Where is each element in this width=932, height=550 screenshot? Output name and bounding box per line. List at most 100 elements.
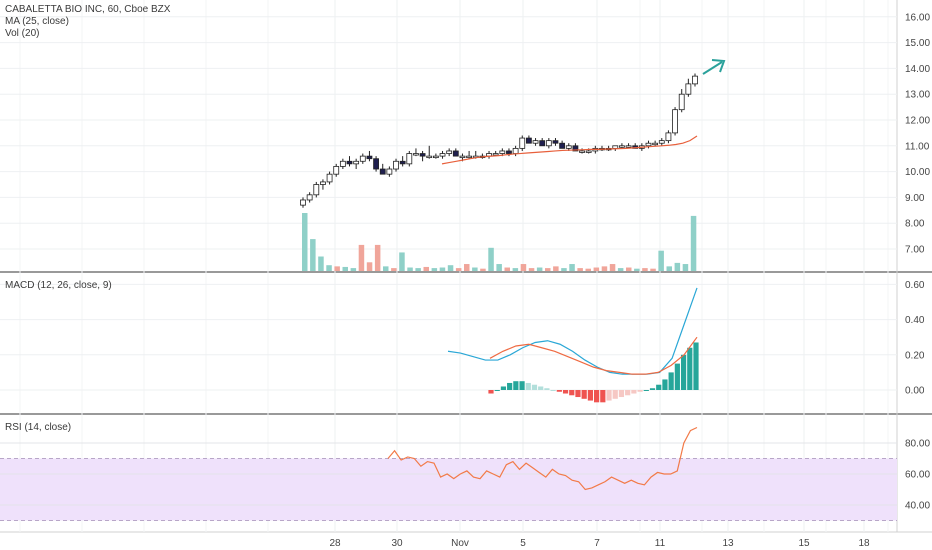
candle [379, 168, 386, 175]
macd-histogram-bar [507, 382, 513, 390]
candle [346, 160, 353, 165]
volume-bar [407, 267, 413, 271]
candle [665, 132, 672, 142]
price-tick-label: 11.00 [905, 141, 930, 152]
candle [579, 150, 585, 153]
volume-bar [326, 265, 332, 271]
candle [506, 150, 512, 154]
candle [519, 137, 526, 149]
candle [652, 142, 659, 146]
candle [313, 184, 320, 196]
macd-histogram-bar [575, 390, 581, 398]
time-tick-label: 5 [520, 538, 526, 549]
macd-histogram-bar [649, 388, 656, 390]
time-tick-label: Nov [451, 538, 469, 549]
candle [585, 150, 592, 153]
volume-bar [682, 264, 689, 271]
candle [306, 194, 313, 201]
trend-arrow-head [711, 59, 726, 73]
price-tick-label: 7.00 [905, 245, 925, 256]
macd-histogram-bar [693, 342, 699, 390]
candle [419, 153, 426, 157]
volume-bar [617, 268, 624, 271]
volume-bar [593, 267, 600, 271]
volume-bar [302, 213, 308, 271]
candle [413, 153, 419, 156]
volume-bar [423, 266, 429, 271]
rsi-band [0, 458, 897, 521]
macd-histogram-bar [550, 390, 556, 391]
vol-label[interactable]: Vol (20) [5, 28, 40, 39]
volume-bar [383, 266, 389, 271]
volume-bar [626, 267, 632, 271]
macd-tick-label: 0.00 [905, 386, 925, 397]
volume-bar [480, 268, 486, 271]
macd-histogram-bar [668, 372, 674, 390]
volume-bar [391, 268, 397, 271]
candle [625, 145, 632, 148]
candle [339, 160, 346, 167]
candle [373, 158, 379, 170]
symbol-label[interactable]: CABALETTA BIO INC, 60, Cboe BZX [5, 4, 171, 15]
candle [359, 155, 366, 162]
candle [446, 150, 453, 154]
candle [525, 137, 532, 144]
candle [300, 199, 306, 206]
macd-histogram-bar [488, 390, 494, 394]
candle [692, 75, 698, 85]
volume-bar [601, 266, 608, 271]
candle [559, 142, 566, 149]
volume-bar [553, 266, 559, 271]
macd-histogram-bar [618, 390, 625, 398]
macd-legend: MACD (12, 26, close, 9) [5, 280, 112, 292]
candle [366, 155, 373, 160]
candle [326, 173, 333, 183]
candle [353, 160, 360, 165]
macd-tick-label: 0.20 [905, 350, 925, 361]
candle [658, 140, 665, 144]
volume-bar [399, 252, 405, 271]
volume-bar [561, 268, 567, 271]
candle [466, 155, 473, 159]
time-tick-label: 30 [391, 538, 403, 549]
volume-bar [520, 264, 527, 271]
volume-bar [577, 268, 583, 271]
volume-bar [609, 264, 616, 271]
rsi-label[interactable]: RSI (14, close) [5, 422, 72, 433]
volume-bar [528, 268, 535, 271]
candle [499, 150, 506, 154]
time-tick-label: 15 [798, 538, 810, 549]
macd-histogram-bar [500, 386, 507, 390]
candle [393, 160, 399, 170]
candle [612, 145, 619, 149]
volume-bar [472, 267, 478, 271]
price-tick-label: 10.00 [905, 167, 930, 178]
candle [386, 168, 393, 175]
volume-bar [690, 215, 697, 271]
candle [459, 155, 466, 159]
volume-bar [447, 265, 454, 271]
candle [426, 155, 433, 159]
candle [532, 140, 539, 144]
macd-histogram-bar [594, 390, 600, 403]
candle [552, 140, 559, 144]
macd-tick-label: 0.40 [905, 315, 925, 326]
ma-label[interactable]: MA (25, close) [5, 16, 69, 27]
volume-bar [350, 268, 357, 271]
candle [439, 153, 446, 157]
volume-bar [545, 268, 551, 271]
rsi-legend: RSI (14, close) [5, 422, 71, 434]
macd-histogram-bar [625, 390, 631, 396]
macd-label[interactable]: MACD (12, 26, close, 9) [5, 280, 112, 291]
volume-bar [658, 250, 664, 271]
time-tick-label: 18 [858, 538, 870, 549]
candle [539, 140, 546, 147]
volume-bar [496, 264, 502, 271]
macd-histogram-bar [612, 390, 618, 399]
volume-bar [512, 268, 519, 271]
trend-arrow [702, 61, 723, 75]
volume-bar [358, 244, 365, 271]
candle [432, 155, 439, 159]
macd-histogram-bar [544, 388, 550, 390]
